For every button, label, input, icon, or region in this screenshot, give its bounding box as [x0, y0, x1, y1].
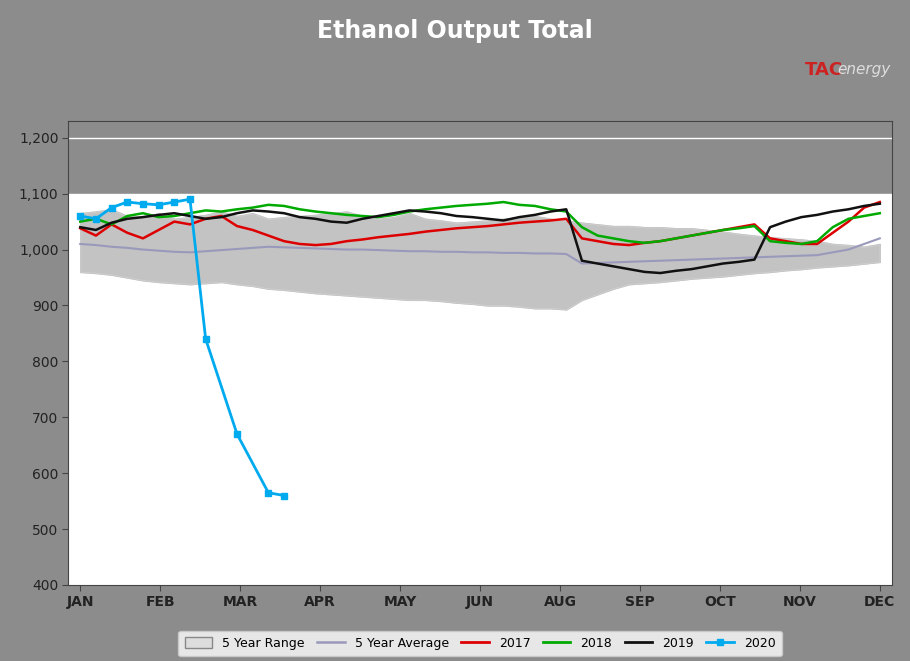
Legend: 5 Year Range, 5 Year Average, 2017, 2018, 2019, 2020: 5 Year Range, 5 Year Average, 2017, 2018… [178, 631, 782, 656]
Text: energy: energy [837, 62, 891, 77]
Bar [68, 121, 892, 194]
Text: TAC: TAC [805, 61, 844, 79]
Text: Ethanol Output Total: Ethanol Output Total [317, 19, 593, 43]
